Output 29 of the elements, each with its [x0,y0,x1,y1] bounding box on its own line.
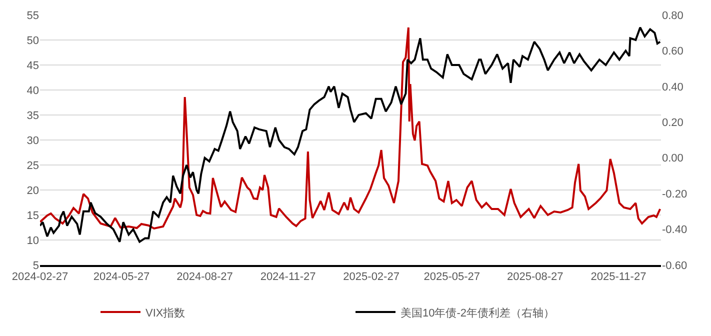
y2-tick-label: 0.20 [662,116,684,129]
y2-tick-label: -0.60 [662,260,688,272]
y2-tick-label: 0.60 [662,46,684,58]
y2-tick-label: 0.40 [662,81,684,94]
x-tick-label: 2024-08-27 [176,270,233,283]
y-tick-label: 35 [26,110,39,122]
y2-tick-label: 0.80 [662,10,684,22]
y-tick-label: 50 [26,34,39,47]
y2-tick-label: -0.40 [662,224,688,236]
x-tick-label: 2024-11-27 [260,270,316,283]
y2-tick-label: 0.00 [662,152,684,165]
y-tick-label: 10 [26,234,39,247]
y-tick-label: 40 [26,84,39,97]
y-tick-label: 30 [26,134,39,147]
y-tick-label: 5 [32,260,39,272]
y-tick-label: 15 [26,210,39,222]
y-tick-label: 20 [26,184,39,197]
x-tick-label: 2025-05-27 [424,270,480,283]
x-tick-label: 2025-02-27 [343,270,400,283]
x-tick-label: 2025-08-27 [507,270,564,283]
y-tick-label: 25 [26,160,39,172]
y2-tick-label: -0.20 [662,188,688,200]
x-tick-label: 2024-05-27 [93,270,150,283]
y-tick-label: 55 [26,10,39,22]
y-tick-label: 45 [26,60,39,72]
legend-label: VIX指数 [146,307,186,320]
x-tick-label: 2024-02-27 [12,270,68,283]
x-tick-label: 2025-11-27 [590,270,646,283]
legend-label: 美国10年债-2年债利差（右轴） [400,306,555,320]
